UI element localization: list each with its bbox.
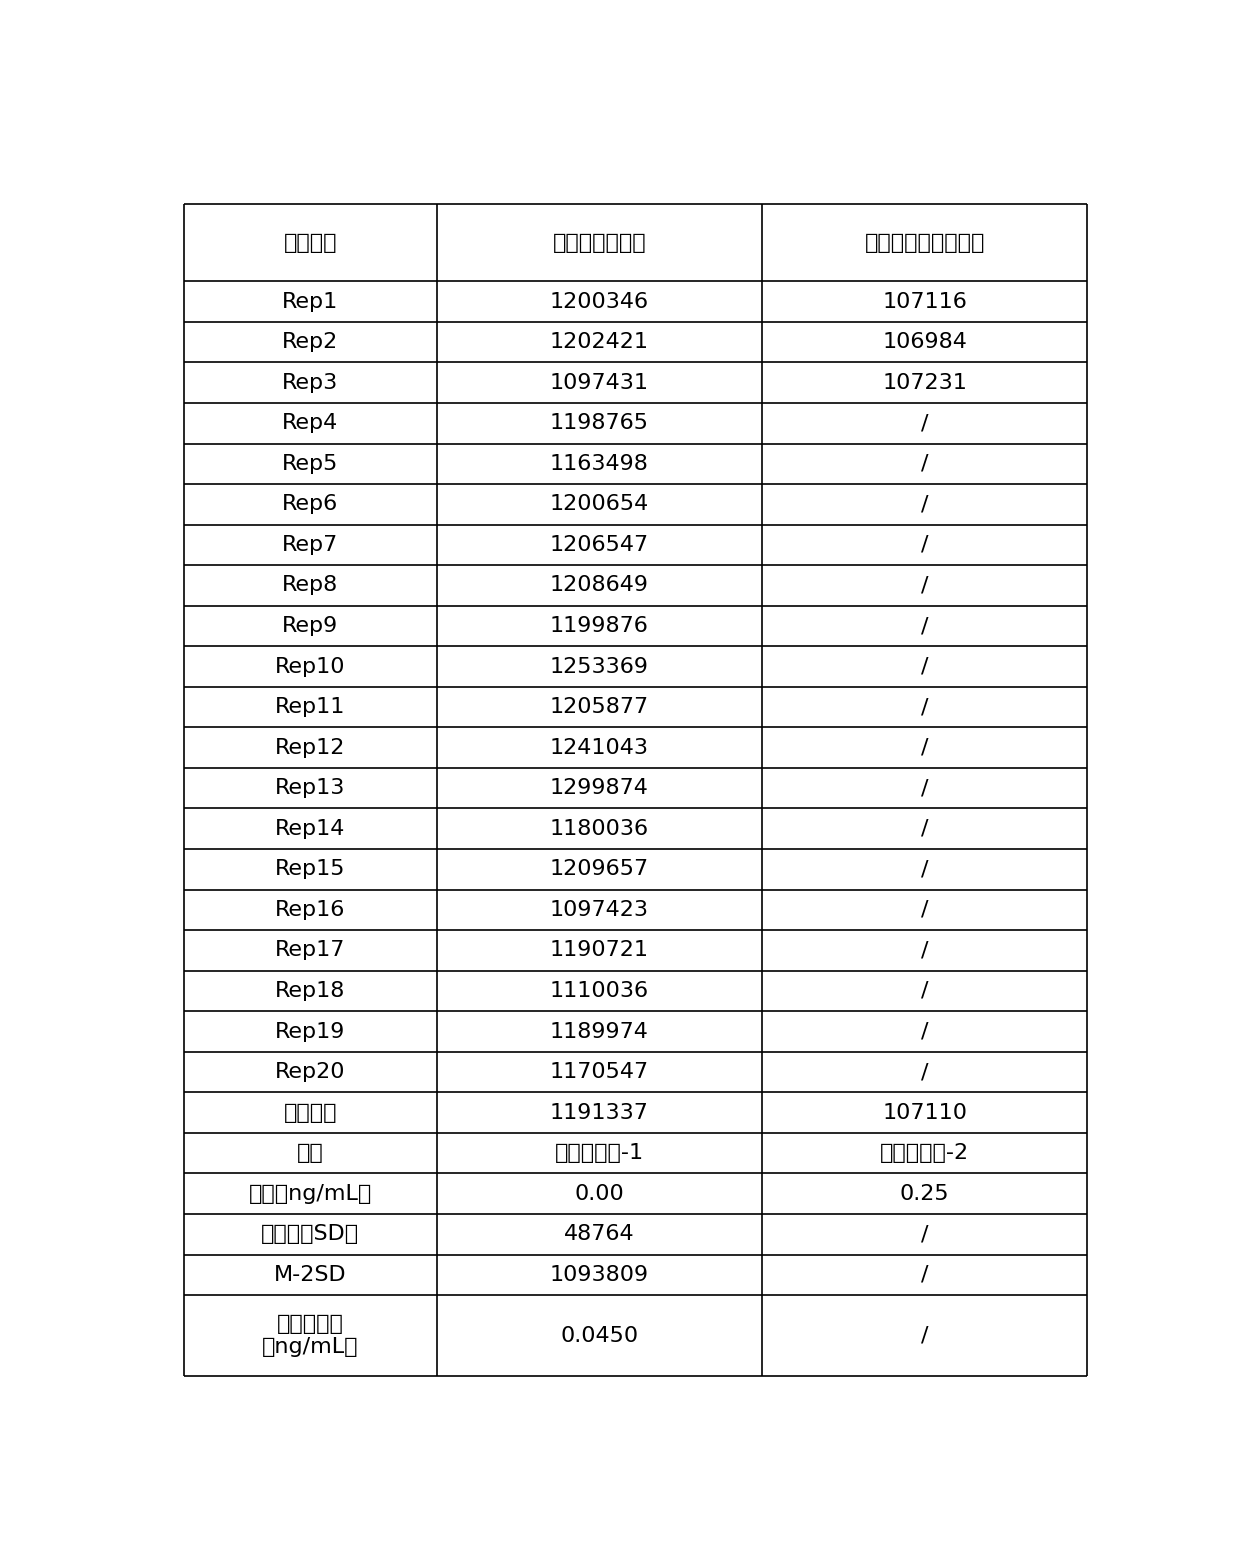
Text: /: /: [921, 981, 929, 1002]
Text: 1205877: 1205877: [549, 697, 649, 717]
Text: Rep14: Rep14: [275, 818, 346, 839]
Text: 测定次数: 测定次数: [284, 233, 337, 253]
Text: /: /: [921, 617, 929, 637]
Text: /: /: [921, 899, 929, 919]
Text: 相邻浓度一级校准品: 相邻浓度一级校准品: [864, 233, 985, 253]
Text: 一级校准品-1: 一级校准品-1: [554, 1143, 644, 1163]
Text: 浓度（ng/mL）: 浓度（ng/mL）: [249, 1183, 372, 1204]
Text: Rep18: Rep18: [275, 981, 346, 1002]
Text: /: /: [921, 697, 929, 717]
Text: 0.0450: 0.0450: [560, 1326, 639, 1345]
Text: Rep17: Rep17: [275, 941, 346, 960]
Text: 1097423: 1097423: [549, 899, 649, 919]
Text: Rep12: Rep12: [275, 738, 346, 758]
Text: /: /: [921, 576, 929, 595]
Text: /: /: [921, 1326, 929, 1345]
Text: /: /: [921, 657, 929, 677]
Text: 107116: 107116: [882, 292, 967, 312]
Text: 0.00: 0.00: [574, 1183, 624, 1204]
Text: /: /: [921, 859, 929, 879]
Text: Rep4: Rep4: [283, 413, 339, 433]
Text: Rep19: Rep19: [275, 1022, 346, 1042]
Text: 0.25: 0.25: [900, 1183, 950, 1204]
Text: /: /: [921, 818, 929, 839]
Text: 1253369: 1253369: [549, 657, 649, 677]
Text: 最低检出限
（ng/mL）: 最低检出限 （ng/mL）: [262, 1314, 358, 1357]
Text: Rep2: Rep2: [283, 332, 339, 353]
Text: /: /: [921, 494, 929, 514]
Text: /: /: [921, 738, 929, 758]
Text: /: /: [921, 413, 929, 433]
Text: 零值一级校准品: 零值一级校准品: [553, 233, 646, 253]
Text: Rep3: Rep3: [283, 373, 339, 393]
Text: 1206547: 1206547: [549, 534, 649, 554]
Text: Rep5: Rep5: [283, 453, 339, 474]
Text: Rep11: Rep11: [275, 697, 346, 717]
Text: 1199876: 1199876: [549, 617, 649, 637]
Text: 106984: 106984: [882, 332, 967, 353]
Text: 1198765: 1198765: [549, 413, 649, 433]
Text: Rep7: Rep7: [283, 534, 339, 554]
Text: /: /: [921, 1022, 929, 1042]
Text: M-2SD: M-2SD: [274, 1264, 347, 1284]
Text: 样品: 样品: [296, 1143, 324, 1163]
Text: 1200654: 1200654: [549, 494, 649, 514]
Text: Rep13: Rep13: [275, 778, 346, 798]
Text: Rep15: Rep15: [275, 859, 346, 879]
Text: 1191337: 1191337: [549, 1103, 649, 1123]
Text: 测定均值: 测定均值: [284, 1103, 337, 1123]
Text: 107231: 107231: [882, 373, 967, 393]
Text: 1190721: 1190721: [549, 941, 649, 960]
Text: 1202421: 1202421: [549, 332, 649, 353]
Text: 1097431: 1097431: [549, 373, 649, 393]
Text: Rep9: Rep9: [283, 617, 339, 637]
Text: 1110036: 1110036: [549, 981, 649, 1002]
Text: 1180036: 1180036: [549, 818, 649, 839]
Text: 48764: 48764: [564, 1224, 635, 1244]
Text: Rep8: Rep8: [283, 576, 339, 595]
Text: /: /: [921, 778, 929, 798]
Text: 1189974: 1189974: [549, 1022, 649, 1042]
Text: 标准差（SD）: 标准差（SD）: [262, 1224, 360, 1244]
Text: 1241043: 1241043: [549, 738, 649, 758]
Text: 1299874: 1299874: [549, 778, 649, 798]
Text: 1208649: 1208649: [549, 576, 649, 595]
Text: 1163498: 1163498: [549, 453, 649, 474]
Text: 107110: 107110: [882, 1103, 967, 1123]
Text: /: /: [921, 1264, 929, 1284]
Text: 一级校准品-2: 一级校准品-2: [880, 1143, 970, 1163]
Text: /: /: [921, 1062, 929, 1082]
Text: Rep6: Rep6: [283, 494, 339, 514]
Text: Rep16: Rep16: [275, 899, 346, 919]
Text: /: /: [921, 1224, 929, 1244]
Text: 1209657: 1209657: [549, 859, 649, 879]
Text: Rep10: Rep10: [275, 657, 346, 677]
Text: 1200346: 1200346: [549, 292, 649, 312]
Text: 1093809: 1093809: [549, 1264, 649, 1284]
Text: 1170547: 1170547: [549, 1062, 649, 1082]
Text: Rep1: Rep1: [283, 292, 339, 312]
Text: /: /: [921, 941, 929, 960]
Text: Rep20: Rep20: [275, 1062, 346, 1082]
Text: /: /: [921, 534, 929, 554]
Text: /: /: [921, 453, 929, 474]
